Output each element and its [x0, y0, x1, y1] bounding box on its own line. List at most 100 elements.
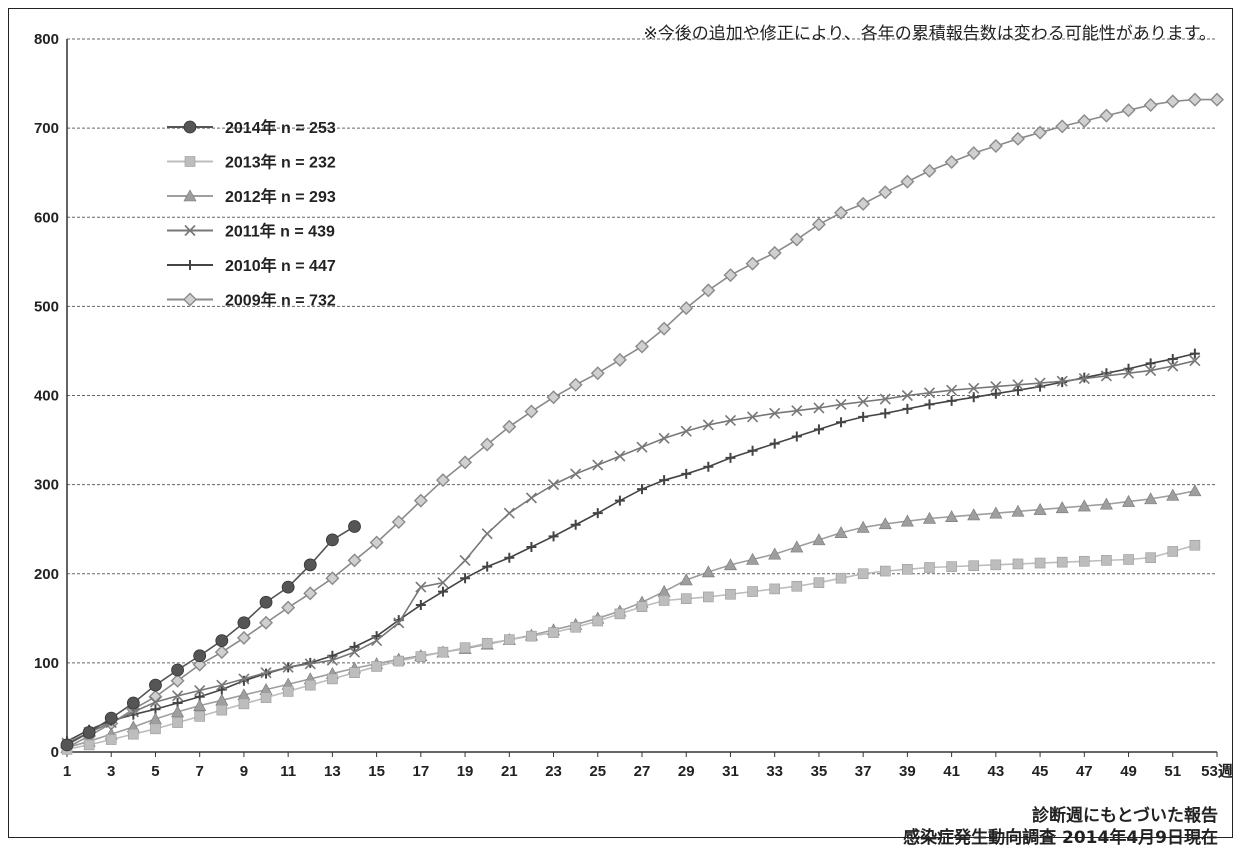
data-point-1-29 — [680, 593, 692, 605]
data-point-1-37 — [857, 568, 869, 580]
data-point-5-39 — [900, 174, 915, 189]
x-tick-label-41: 41 — [943, 763, 960, 780]
data-point-1-44 — [1012, 558, 1024, 570]
data-point-4-27 — [637, 484, 647, 495]
legend-entry-3: 2011年 n = 439 — [167, 222, 335, 241]
data-point-4-9 — [238, 675, 249, 686]
data-point-5-36 — [834, 205, 849, 220]
data-point-5-41 — [944, 155, 959, 169]
x-tick-label-31: 31 — [722, 763, 739, 780]
data-point-4-39 — [902, 403, 913, 414]
data-point-3-49 — [1122, 367, 1135, 379]
data-point-1-30 — [703, 591, 714, 603]
data-point-5-26 — [612, 352, 627, 367]
data-point-4-31 — [725, 452, 736, 463]
data-point-0-3 — [104, 711, 118, 725]
data-point-5-49 — [1121, 103, 1136, 118]
data-point-3-11 — [282, 661, 294, 673]
data-point-4-30 — [703, 461, 714, 472]
data-point-1-19 — [459, 642, 471, 654]
data-point-1-7 — [194, 711, 205, 722]
data-point-5-14 — [347, 553, 362, 568]
data-point-4-44 — [1012, 385, 1023, 396]
data-point-1-21 — [504, 634, 515, 646]
data-point-3-8 — [216, 679, 228, 691]
data-point-3-19 — [459, 554, 471, 566]
x-tick-label-15: 15 — [368, 763, 385, 780]
data-point-1-25 — [592, 615, 604, 627]
data-point-1-48 — [1101, 555, 1112, 566]
data-point-3-25 — [592, 459, 604, 471]
y-tick-label-0: 0 — [51, 744, 59, 761]
legend-label-1: 2013年 n = 232 — [225, 153, 336, 172]
data-point-5-47 — [1077, 114, 1092, 128]
data-point-5-30 — [701, 283, 716, 298]
legend-label-3: 2011年 n = 439 — [225, 222, 335, 241]
data-point-3-17 — [415, 581, 427, 593]
data-point-4-41 — [946, 395, 957, 406]
data-point-4-52 — [1189, 348, 1200, 359]
data-point-2-41 — [945, 510, 959, 523]
series-line-4 — [66, 352, 1196, 743]
data-point-3-34 — [791, 405, 803, 417]
data-point-0-8 — [215, 634, 229, 647]
data-point-2-7 — [193, 699, 207, 711]
data-point-2-47 — [1077, 499, 1091, 512]
data-point-5-16 — [391, 515, 406, 530]
data-point-1-27 — [636, 601, 648, 613]
x-tick-label-29: 29 — [678, 763, 695, 780]
series-2 — [60, 484, 1202, 753]
data-point-5-7 — [192, 657, 207, 672]
data-point-5-20 — [480, 437, 495, 452]
data-point-3-52 — [1189, 355, 1201, 367]
data-point-3-35 — [813, 402, 825, 414]
x-tick-label-3: 3 — [107, 763, 115, 780]
y-tick-label-800: 800 — [34, 31, 59, 48]
data-point-1-22 — [526, 630, 537, 642]
data-point-3-36 — [835, 398, 847, 410]
revision-note: ※今後の追加や修正により、各年の累積報告数は変わる可能性があります。 — [643, 24, 1216, 44]
data-point-1-13 — [327, 673, 338, 685]
series-0 — [60, 520, 361, 752]
y-tick-label-500: 500 — [34, 298, 59, 315]
data-point-5-40 — [922, 163, 937, 178]
data-point-0-10 — [259, 595, 273, 609]
data-point-4-51 — [1167, 353, 1178, 364]
data-point-5-22 — [524, 404, 539, 419]
data-point-5-11 — [281, 600, 296, 615]
data-point-1-4 — [128, 728, 139, 740]
x-tick-label-39: 39 — [899, 763, 916, 780]
legend-entry-1: 2013年 n = 232 — [167, 153, 336, 172]
data-point-0-13 — [325, 533, 339, 547]
data-point-2-46 — [1055, 501, 1069, 514]
legend-label-2: 2012年 n = 293 — [225, 187, 336, 206]
data-point-5-42 — [966, 146, 981, 161]
chart-frame: 0 100 200 300 400 500 600 700 800 1 3 5 7 9 11 13 15 17 19… — [8, 8, 1233, 848]
data-point-1-8 — [216, 704, 228, 716]
data-point-3-14 — [348, 646, 361, 658]
data-point-4-20 — [482, 561, 493, 572]
data-point-1-5 — [150, 723, 161, 735]
data-point-3-44 — [1012, 379, 1024, 391]
data-point-5-32 — [745, 256, 760, 271]
data-point-5-29 — [679, 301, 694, 316]
data-point-1-26 — [614, 608, 626, 620]
data-point-5-9 — [236, 630, 251, 645]
x-tick-label-11: 11 — [280, 763, 296, 780]
data-point-4-50 — [1145, 358, 1156, 369]
data-point-1-51 — [1167, 546, 1179, 557]
data-point-1-20 — [481, 637, 493, 649]
data-point-5-18 — [435, 473, 450, 488]
data-point-1-14 — [349, 667, 360, 678]
data-point-3-30 — [702, 419, 714, 431]
legend-marker-5 — [183, 292, 197, 307]
data-point-5-25 — [590, 366, 605, 381]
x-tick-label-51: 51 — [1164, 763, 1181, 780]
data-point-3-41 — [946, 384, 958, 396]
data-point-0-2 — [82, 725, 96, 739]
series-line-1 — [66, 544, 1196, 751]
data-point-4-22 — [526, 542, 537, 553]
y-tick-label-700: 700 — [34, 120, 59, 137]
data-point-5-27 — [635, 339, 649, 354]
x-tick-label-33: 33 — [766, 763, 783, 780]
